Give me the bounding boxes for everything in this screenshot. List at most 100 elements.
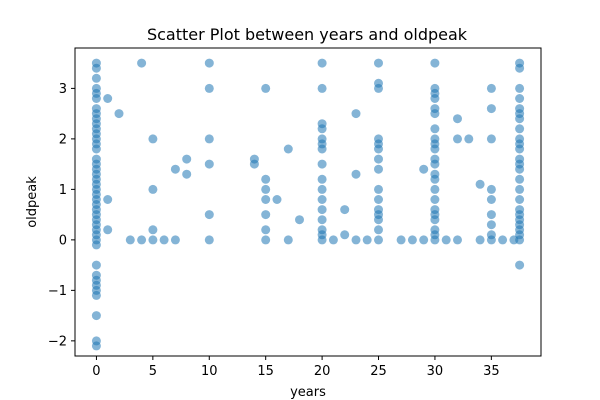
data-point <box>351 169 361 179</box>
data-point <box>91 341 101 351</box>
data-point <box>430 159 440 169</box>
data-point <box>91 63 101 73</box>
data-point <box>374 83 383 93</box>
data-point <box>515 195 525 204</box>
data-point <box>340 230 350 240</box>
x-tick-label: 10 <box>201 364 218 379</box>
y-axis-label: oldpeak <box>25 176 40 228</box>
data-point <box>430 58 440 68</box>
data-point <box>295 215 304 225</box>
data-point <box>328 235 338 245</box>
data-point <box>317 58 327 68</box>
data-point <box>515 144 525 154</box>
data-point <box>374 164 383 174</box>
data-point <box>374 154 383 164</box>
data-point <box>419 164 429 174</box>
x-axis: 0 5 10 15 20 25 30 35 <box>92 356 500 379</box>
y-tick-label: 2 <box>59 132 67 147</box>
data-point <box>475 235 485 245</box>
data-point <box>137 58 147 68</box>
data-point <box>261 195 271 204</box>
data-point <box>91 260 101 270</box>
data-point <box>103 195 113 204</box>
y-tick-label: −2 <box>48 334 67 349</box>
x-tick-label: 35 <box>483 364 500 379</box>
data-point <box>486 104 496 114</box>
data-point <box>114 109 124 119</box>
x-tick-label: 25 <box>370 364 387 379</box>
y-tick-label: 3 <box>59 82 67 97</box>
data-point <box>486 195 496 204</box>
data-point <box>317 144 327 154</box>
data-point <box>148 184 158 194</box>
data-point <box>430 144 440 154</box>
data-point <box>374 184 383 194</box>
data-point <box>91 311 101 321</box>
plot-frame <box>74 47 542 357</box>
data-point <box>204 235 214 245</box>
data-point <box>515 94 525 103</box>
data-point <box>170 235 180 245</box>
data-point <box>430 184 440 194</box>
data-point <box>486 83 496 93</box>
data-point <box>430 94 440 103</box>
data-point <box>374 144 383 154</box>
data-point <box>261 174 271 184</box>
data-point <box>430 174 440 184</box>
data-point <box>91 290 101 300</box>
x-tick-label: 30 <box>427 364 444 379</box>
y-axis: −2 −1 0 1 2 3 <box>48 82 75 349</box>
data-point <box>91 73 101 83</box>
y-tick-label: −1 <box>48 284 67 299</box>
data-point <box>317 235 327 245</box>
data-point <box>204 58 214 68</box>
x-tick-label: 20 <box>314 364 331 379</box>
data-point <box>317 215 327 225</box>
data-point <box>453 235 462 245</box>
data-point <box>515 114 525 124</box>
data-point <box>103 94 113 103</box>
data-point <box>515 184 525 194</box>
x-tick-label: 5 <box>149 364 157 379</box>
data-point <box>125 235 135 245</box>
data-point <box>261 83 271 93</box>
data-point <box>430 109 440 119</box>
data-point <box>374 235 383 245</box>
data-point <box>317 124 327 134</box>
data-point <box>204 83 214 93</box>
data-point <box>430 235 440 245</box>
data-point <box>91 144 101 154</box>
data-point <box>453 114 462 124</box>
data-point <box>515 174 525 184</box>
data-point <box>204 134 214 144</box>
data-point <box>475 179 485 189</box>
data-point <box>261 235 271 245</box>
data-point <box>261 184 271 194</box>
data-point <box>148 235 158 245</box>
chart-title: Scatter Plot between years and oldpeak <box>147 25 468 44</box>
data-point <box>137 235 147 245</box>
y-tick-label: 0 <box>59 233 67 248</box>
data-point <box>515 83 525 93</box>
data-point <box>430 195 440 204</box>
data-point <box>419 235 429 245</box>
data-point <box>261 225 271 235</box>
data-point <box>317 159 327 169</box>
data-point <box>317 83 327 93</box>
data-point <box>498 235 508 245</box>
data-point <box>272 195 282 204</box>
data-point <box>486 210 496 220</box>
data-point <box>374 215 383 225</box>
data-point <box>159 235 169 245</box>
data-point <box>103 225 113 235</box>
data-point <box>317 195 327 204</box>
data-point <box>396 235 406 245</box>
data-point <box>374 195 383 204</box>
data-point <box>374 58 383 68</box>
data-point <box>362 235 372 245</box>
data-point <box>204 210 214 220</box>
y-tick-label: 1 <box>59 183 67 198</box>
data-point <box>249 159 259 169</box>
